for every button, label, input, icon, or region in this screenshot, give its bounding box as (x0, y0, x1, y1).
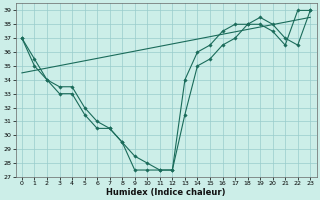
X-axis label: Humidex (Indice chaleur): Humidex (Indice chaleur) (106, 188, 226, 197)
